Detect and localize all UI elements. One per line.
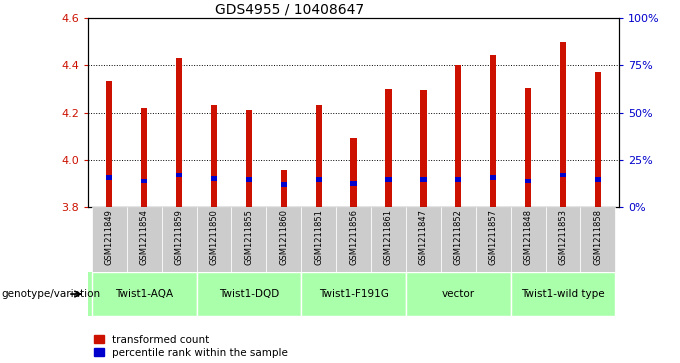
Bar (406, 272, 511, 316)
Text: GSM1211849: GSM1211849 (105, 209, 114, 265)
Text: Twist1-F191G: Twist1-F191G (319, 289, 388, 299)
Text: GSM1211857: GSM1211857 (489, 209, 498, 265)
Bar (211, 176, 217, 181)
Bar (511, 272, 615, 316)
Bar (92, 207, 126, 272)
Bar (525, 88, 531, 207)
Text: GSM1211858: GSM1211858 (594, 209, 602, 265)
Bar (581, 207, 615, 272)
Bar (386, 89, 392, 207)
Legend: transformed count, percentile rank within the sample: transformed count, percentile rank withi… (94, 335, 288, 358)
Bar (106, 175, 112, 180)
Bar (197, 272, 301, 316)
Bar (350, 181, 357, 185)
Bar (545, 207, 581, 272)
Text: Twist1-wild type: Twist1-wild type (521, 289, 605, 299)
Bar (441, 207, 476, 272)
Bar (197, 207, 231, 272)
Bar (560, 173, 566, 178)
Bar (211, 105, 217, 207)
Bar (511, 207, 545, 272)
Bar (406, 207, 441, 272)
Title: GDS4955 / 10408647: GDS4955 / 10408647 (216, 3, 364, 17)
Bar (595, 178, 601, 182)
Bar (176, 58, 182, 207)
Bar (420, 90, 426, 207)
Text: GSM1211855: GSM1211855 (244, 209, 254, 265)
Bar (595, 73, 601, 207)
Text: GSM1211854: GSM1211854 (139, 209, 149, 265)
Text: GSM1211851: GSM1211851 (314, 209, 323, 265)
Text: GSM1211848: GSM1211848 (524, 209, 532, 265)
Bar (455, 65, 462, 207)
Text: GSM1211850: GSM1211850 (209, 209, 218, 265)
Bar (525, 179, 531, 183)
Bar (490, 55, 496, 207)
Bar (336, 207, 371, 272)
Text: GSM1211852: GSM1211852 (454, 209, 463, 265)
Bar (420, 178, 426, 182)
Bar (316, 105, 322, 207)
Bar (281, 170, 287, 207)
Bar (371, 207, 406, 272)
Bar (141, 179, 148, 183)
Text: GSM1211859: GSM1211859 (175, 209, 184, 265)
Bar (350, 139, 357, 207)
Bar (176, 173, 182, 178)
Bar (245, 110, 252, 207)
Bar (301, 207, 336, 272)
Bar (231, 207, 267, 272)
Bar (281, 182, 287, 187)
Bar (245, 178, 252, 182)
Bar (92, 272, 197, 316)
Bar (162, 207, 197, 272)
Bar (386, 178, 392, 182)
Bar (316, 178, 322, 182)
Text: genotype/variation: genotype/variation (1, 289, 101, 299)
Text: GSM1211861: GSM1211861 (384, 209, 393, 265)
Text: GSM1211856: GSM1211856 (349, 209, 358, 265)
Text: Twist1-AQA: Twist1-AQA (115, 289, 173, 299)
Bar (560, 42, 566, 207)
Text: Twist1-DQD: Twist1-DQD (219, 289, 279, 299)
Bar (106, 81, 112, 207)
Bar (126, 207, 162, 272)
Text: GSM1211847: GSM1211847 (419, 209, 428, 265)
Text: GSM1211860: GSM1211860 (279, 209, 288, 265)
Text: GSM1211853: GSM1211853 (558, 209, 568, 265)
Bar (301, 272, 406, 316)
Bar (267, 207, 301, 272)
Bar (476, 207, 511, 272)
Bar (455, 178, 462, 182)
Bar (490, 175, 496, 180)
Text: vector: vector (442, 289, 475, 299)
Bar (141, 108, 148, 207)
